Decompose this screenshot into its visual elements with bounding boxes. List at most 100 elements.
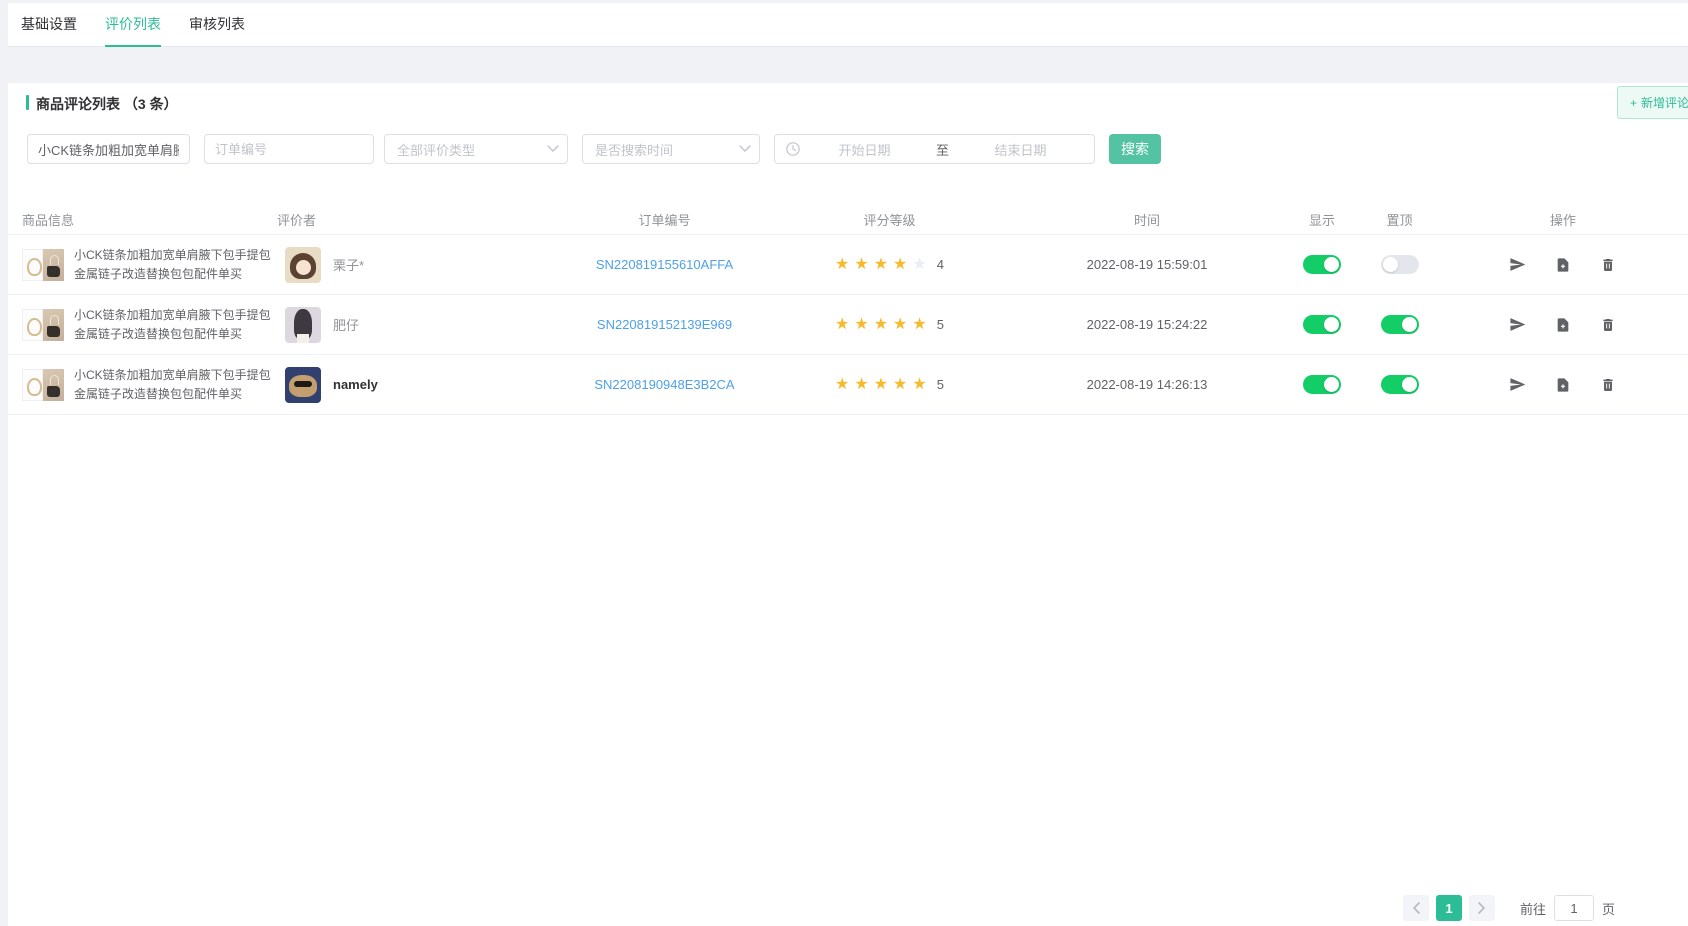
reviewer-name: 栗子* <box>333 258 365 273</box>
product-image-bag <box>43 248 64 281</box>
clock-icon <box>786 142 800 156</box>
top-toggle[interactable] <box>1380 255 1419 274</box>
order-cell: SN2208190948E3B2CA <box>562 377 767 392</box>
star-icon: ★ <box>893 255 908 273</box>
time-cell: 2022-08-19 15:59:01 <box>1086 257 1208 272</box>
reviewer-cell: namely <box>277 366 562 403</box>
search-time-select[interactable]: 是否搜索时间 <box>582 134 760 164</box>
top-cell <box>1362 255 1437 274</box>
search-time-placeholder: 是否搜索时间 <box>595 142 674 158</box>
star-icon: ★ <box>835 255 850 273</box>
send-icon[interactable] <box>1509 256 1526 273</box>
product-image-bag <box>43 308 64 341</box>
rating-value: 5 <box>936 317 944 332</box>
product-image-chain <box>22 248 43 281</box>
page-1-button[interactable]: 1 <box>1435 895 1462 921</box>
reviewer-avatar <box>285 366 321 403</box>
star-icon: ★ <box>854 255 869 273</box>
send-icon[interactable] <box>1509 376 1526 393</box>
order-cell: SN220819152139E969 <box>562 317 767 332</box>
top-toggle[interactable] <box>1380 315 1419 334</box>
header-top: 置顶 <box>1386 213 1413 228</box>
star-icon: ★ <box>893 315 908 333</box>
top-cell <box>1362 375 1437 394</box>
goto-label: 前往 <box>1519 901 1546 917</box>
product-images <box>22 368 64 401</box>
star-icon: ★ <box>873 375 889 393</box>
reviewer-avatar <box>285 246 321 283</box>
rating-value: 5 <box>936 377 944 392</box>
tab-review-list[interactable]: 评价列表 <box>105 3 161 47</box>
show-toggle[interactable] <box>1303 315 1341 334</box>
star-icon: ★ <box>835 315 850 333</box>
show-cell <box>1282 375 1362 394</box>
add-review-label: 新增评论 <box>1640 96 1688 110</box>
tab-basic-settings[interactable]: 基础设置 <box>21 16 77 32</box>
rating-cell: ★ ★ ★ ★ ★ 5 <box>767 315 1012 333</box>
product-cell: 小CK链条加粗加宽单肩腋下包手提包 金属链子改造替换包包配件单买 <box>22 246 277 284</box>
section-header: 商品评论列表 （3 条） + 新增评论 <box>8 83 1688 121</box>
add-review-button[interactable]: + 新增评论 <box>1616 86 1688 119</box>
time-cell: 2022-08-19 14:26:13 <box>1086 377 1208 392</box>
order-link[interactable]: SN2208190948E3B2CA <box>594 377 735 392</box>
table-row: 小CK链条加粗加宽单肩腋下包手提包 金属链子改造替换包包配件单买 栗子* SN2… <box>8 235 1688 295</box>
end-date-field[interactable]: 结束日期 <box>994 142 1047 158</box>
reviewer-cell: 栗子* <box>277 246 562 283</box>
product-name: 小CK链条加粗加宽单肩腋下包手提包 金属链子改造替换包包配件单买 <box>74 247 271 281</box>
header-reviewer: 评价者 <box>277 213 317 228</box>
order-link[interactable]: SN220819152139E969 <box>596 317 733 332</box>
star-icon: ★ <box>873 255 889 273</box>
time-cell: 2022-08-19 15:24:22 <box>1086 317 1208 332</box>
send-icon[interactable] <box>1509 316 1526 333</box>
plus-icon: + <box>1629 95 1637 110</box>
goto-page-input[interactable] <box>1553 895 1594 921</box>
star-rating: ★ ★ ★ ★ ★ <box>835 375 927 393</box>
product-name-input[interactable] <box>38 141 179 157</box>
actions-cell <box>1437 316 1688 333</box>
order-cell: SN220819155610AFFA <box>562 257 767 272</box>
reviewer-name: namely <box>333 377 378 392</box>
review-type-select[interactable]: 全部评价类型 <box>384 134 568 164</box>
product-images <box>22 248 64 281</box>
prev-page-button[interactable] <box>1402 895 1429 921</box>
trash-icon[interactable] <box>1599 256 1616 273</box>
show-cell <box>1282 315 1362 334</box>
tab-audit-list[interactable]: 审核列表 <box>189 16 245 32</box>
header-time: 时间 <box>1133 213 1160 228</box>
show-toggle[interactable] <box>1303 255 1341 274</box>
product-image-chain <box>22 308 43 341</box>
order-number-input[interactable] <box>215 141 363 157</box>
file-add-icon[interactable] <box>1554 256 1571 273</box>
header-order-number: 订单编号 <box>638 213 691 228</box>
header-product-info: 商品信息 <box>22 213 75 228</box>
rating-cell: ★ ★ ★ ★ ★ 4 <box>767 255 1012 273</box>
date-range-picker[interactable]: 开始日期 至 结束日期 <box>774 134 1095 164</box>
file-add-icon[interactable] <box>1554 376 1571 393</box>
goto-page: 前往 页 <box>1520 895 1615 921</box>
product-name: 小CK链条加粗加宽单肩腋下包手提包 金属链子改造替换包包配件单买 <box>74 307 271 341</box>
product-name-filter <box>27 134 190 164</box>
trash-icon[interactable] <box>1599 376 1616 393</box>
start-date-field[interactable]: 开始日期 <box>838 142 891 158</box>
table-row: 小CK链条加粗加宽单肩腋下包手提包 金属链子改造替换包包配件单买 肥仔 SN22… <box>8 295 1688 355</box>
tabs-bar: 基础设置 评价列表 审核列表 <box>8 3 1688 47</box>
header-actions: 操作 <box>1550 213 1577 228</box>
file-add-icon[interactable] <box>1554 316 1571 333</box>
header-show: 显示 <box>1308 213 1335 228</box>
top-toggle[interactable] <box>1380 375 1419 394</box>
actions-cell <box>1437 256 1688 273</box>
trash-icon[interactable] <box>1599 316 1616 333</box>
star-icon: ★ <box>912 375 927 393</box>
star-rating: ★ ★ ★ ★ ★ <box>835 255 927 273</box>
star-icon: ★ <box>854 315 869 333</box>
search-button[interactable]: 搜索 <box>1109 134 1161 164</box>
chevron-down-icon <box>739 145 751 152</box>
order-link[interactable]: SN220819155610AFFA <box>595 257 734 272</box>
show-toggle[interactable] <box>1303 375 1341 394</box>
star-rating: ★ ★ ★ ★ ★ <box>835 315 927 333</box>
actions-cell <box>1437 376 1688 393</box>
next-page-button[interactable] <box>1468 895 1495 921</box>
star-icon: ★ <box>912 315 927 333</box>
date-range-separator: 至 <box>936 142 950 158</box>
star-icon: ★ <box>912 255 927 273</box>
